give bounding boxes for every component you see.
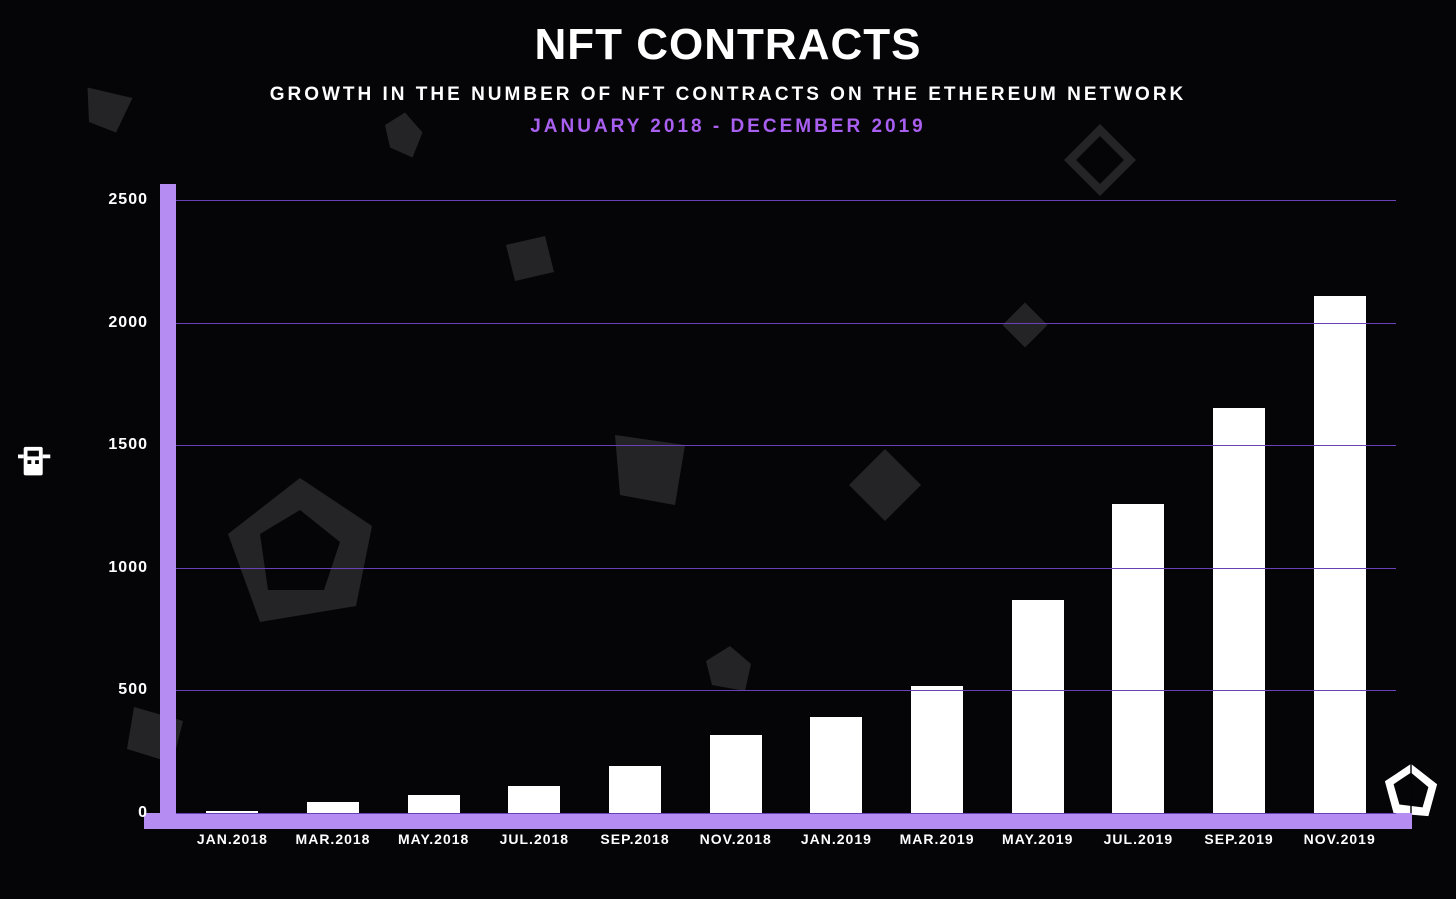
grid-line: [176, 813, 1396, 814]
bar-slot: [283, 200, 384, 813]
bar: [307, 802, 359, 813]
chart-subtitle: GROWTH IN THE NUMBER OF NFT CONTRACTS ON…: [40, 84, 1416, 106]
axis-frame: 05001000150020002500: [160, 200, 1396, 813]
bar-slot: [786, 200, 887, 813]
bar-slot: [987, 200, 1088, 813]
x-tick-label: MAY.2018: [383, 819, 484, 859]
bar: [911, 686, 963, 814]
bar-slot: [383, 200, 484, 813]
grid-line: [176, 445, 1396, 446]
grid-line: [176, 323, 1396, 324]
bar: [1012, 600, 1064, 813]
x-tick-label: JUL.2019: [1088, 819, 1189, 859]
x-tick-label: SEP.2019: [1189, 819, 1290, 859]
y-tick-label: 500: [118, 681, 148, 699]
x-tick-label: SEP.2018: [585, 819, 686, 859]
y-tick-label: 2000: [108, 314, 148, 332]
grid-line: [176, 568, 1396, 569]
bar-slot: [182, 200, 283, 813]
x-tick-label: JAN.2019: [786, 819, 887, 859]
bar: [810, 717, 862, 813]
bar-slot: [484, 200, 585, 813]
y-tick-label: 1000: [108, 559, 148, 577]
bar: [508, 786, 560, 813]
x-tick-label: JAN.2018: [182, 819, 283, 859]
x-tick-label: NOV.2018: [685, 819, 786, 859]
chart-daterange: JANUARY 2018 - DECEMBER 2019: [40, 116, 1416, 138]
bar: [1314, 296, 1366, 813]
x-tick-label: MAR.2019: [887, 819, 988, 859]
x-tick-label: JUL.2018: [484, 819, 585, 859]
container: NFT CONTRACTS GROWTH IN THE NUMBER OF NF…: [0, 0, 1456, 899]
x-tick-label: NOV.2019: [1289, 819, 1390, 859]
grid-line: [176, 690, 1396, 691]
bar: [1112, 504, 1164, 813]
plot-area: 05001000150020002500: [176, 200, 1396, 813]
bar-slot: [585, 200, 686, 813]
grid-line: [176, 200, 1396, 201]
bar-slot: [887, 200, 988, 813]
bars: [176, 200, 1396, 813]
bar: [1213, 408, 1265, 813]
x-tick-label: MAY.2019: [987, 819, 1088, 859]
y-tick-label: 0: [138, 804, 148, 822]
y-tick-label: 1500: [108, 436, 148, 454]
bar-slot: [1189, 200, 1290, 813]
bar-slot: [685, 200, 786, 813]
bar: [609, 766, 661, 813]
bar-slot: [1088, 200, 1189, 813]
y-axis: [160, 184, 176, 829]
x-tick-label: MAR.2018: [283, 819, 384, 859]
chart: 05001000150020002500 JAN.2018MAR.2018MAY…: [100, 200, 1396, 859]
x-labels: JAN.2018MAR.2018MAY.2018JUL.2018SEP.2018…: [176, 819, 1396, 859]
bar: [710, 735, 762, 813]
bar-slot: [1289, 200, 1390, 813]
y-tick-label: 2500: [108, 191, 148, 209]
chart-title: NFT CONTRACTS: [40, 20, 1416, 70]
bar: [408, 795, 460, 813]
